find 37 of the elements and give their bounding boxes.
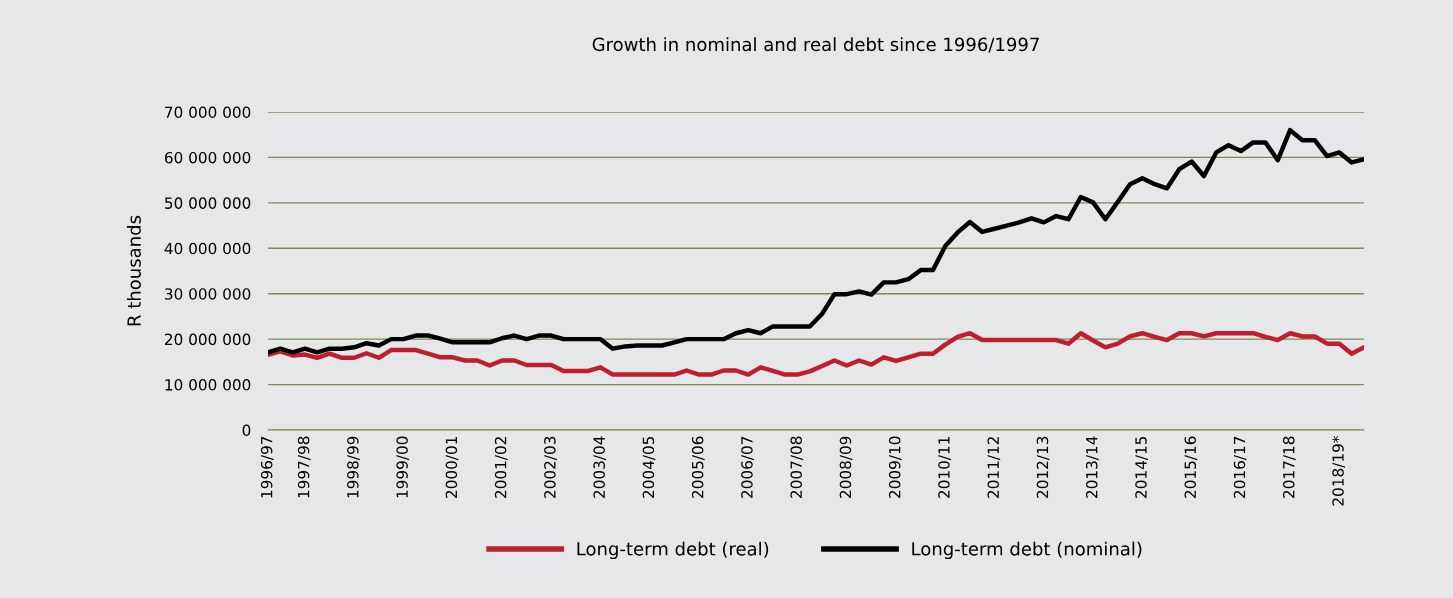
x-tick-label: 2013/14 xyxy=(1085,436,1099,498)
y-tick-label: 70 000 000 xyxy=(165,106,251,119)
x-tick-label: 1997/98 xyxy=(297,436,311,498)
y-tick-label: 60 000 000 xyxy=(164,151,251,164)
x-tick-label: 2018/19* xyxy=(1332,436,1345,506)
y-tick-label: 10 000 000 xyxy=(165,379,251,391)
legend-label: Long-term debt (real) xyxy=(577,541,769,560)
x-tick-label: 2015/16 xyxy=(1184,436,1198,498)
y-tick-label: 40 000 000 xyxy=(164,242,251,255)
chart-title: Growth in nominal and real debt since 1996/1997 xyxy=(592,37,1039,53)
x-tick-label: 2006/07 xyxy=(741,436,754,498)
y-tick-label: 50 000 000 xyxy=(165,197,251,209)
y-tick-label: 30 000 000 xyxy=(165,288,251,300)
x-tick-label: 2002/03 xyxy=(544,436,557,498)
x-tick-label: 2012/13 xyxy=(1036,436,1050,498)
x-tick-label: 2008/09 xyxy=(839,436,853,498)
x-tick-label: 2004/05 xyxy=(642,436,656,498)
x-tick-label: 1998/99 xyxy=(347,436,360,498)
x-tick-label: 2007/08 xyxy=(790,436,804,498)
line-series xyxy=(268,127,1364,355)
x-tick-label: 2003/04 xyxy=(593,436,607,498)
x-tick-label: 1996/97 xyxy=(260,436,274,498)
x-tick-label: 1999/00 xyxy=(396,436,410,498)
x-tick-label: 2016/17 xyxy=(1233,436,1247,498)
x-tick-label: 2005/06 xyxy=(691,436,705,498)
y-tick-label: 0 xyxy=(242,424,251,437)
y-axis-title: R thousands xyxy=(126,215,141,326)
line-series xyxy=(268,331,1364,377)
x-tick-label: 2014/15 xyxy=(1135,436,1148,498)
x-tick-label: 2009/10 xyxy=(888,436,902,498)
y-tick-label: 20 000 000 xyxy=(164,333,251,346)
legend-label: Long-term debt (nominal) xyxy=(912,541,1142,560)
x-tick-label: 2011/12 xyxy=(987,437,1001,498)
x-tick-label: 2000/01 xyxy=(445,436,459,498)
x-tick-label: 2001/02 xyxy=(494,437,508,498)
x-tick-label: 2010/11 xyxy=(938,436,951,498)
x-tick-label: 2017/18 xyxy=(1282,436,1296,498)
